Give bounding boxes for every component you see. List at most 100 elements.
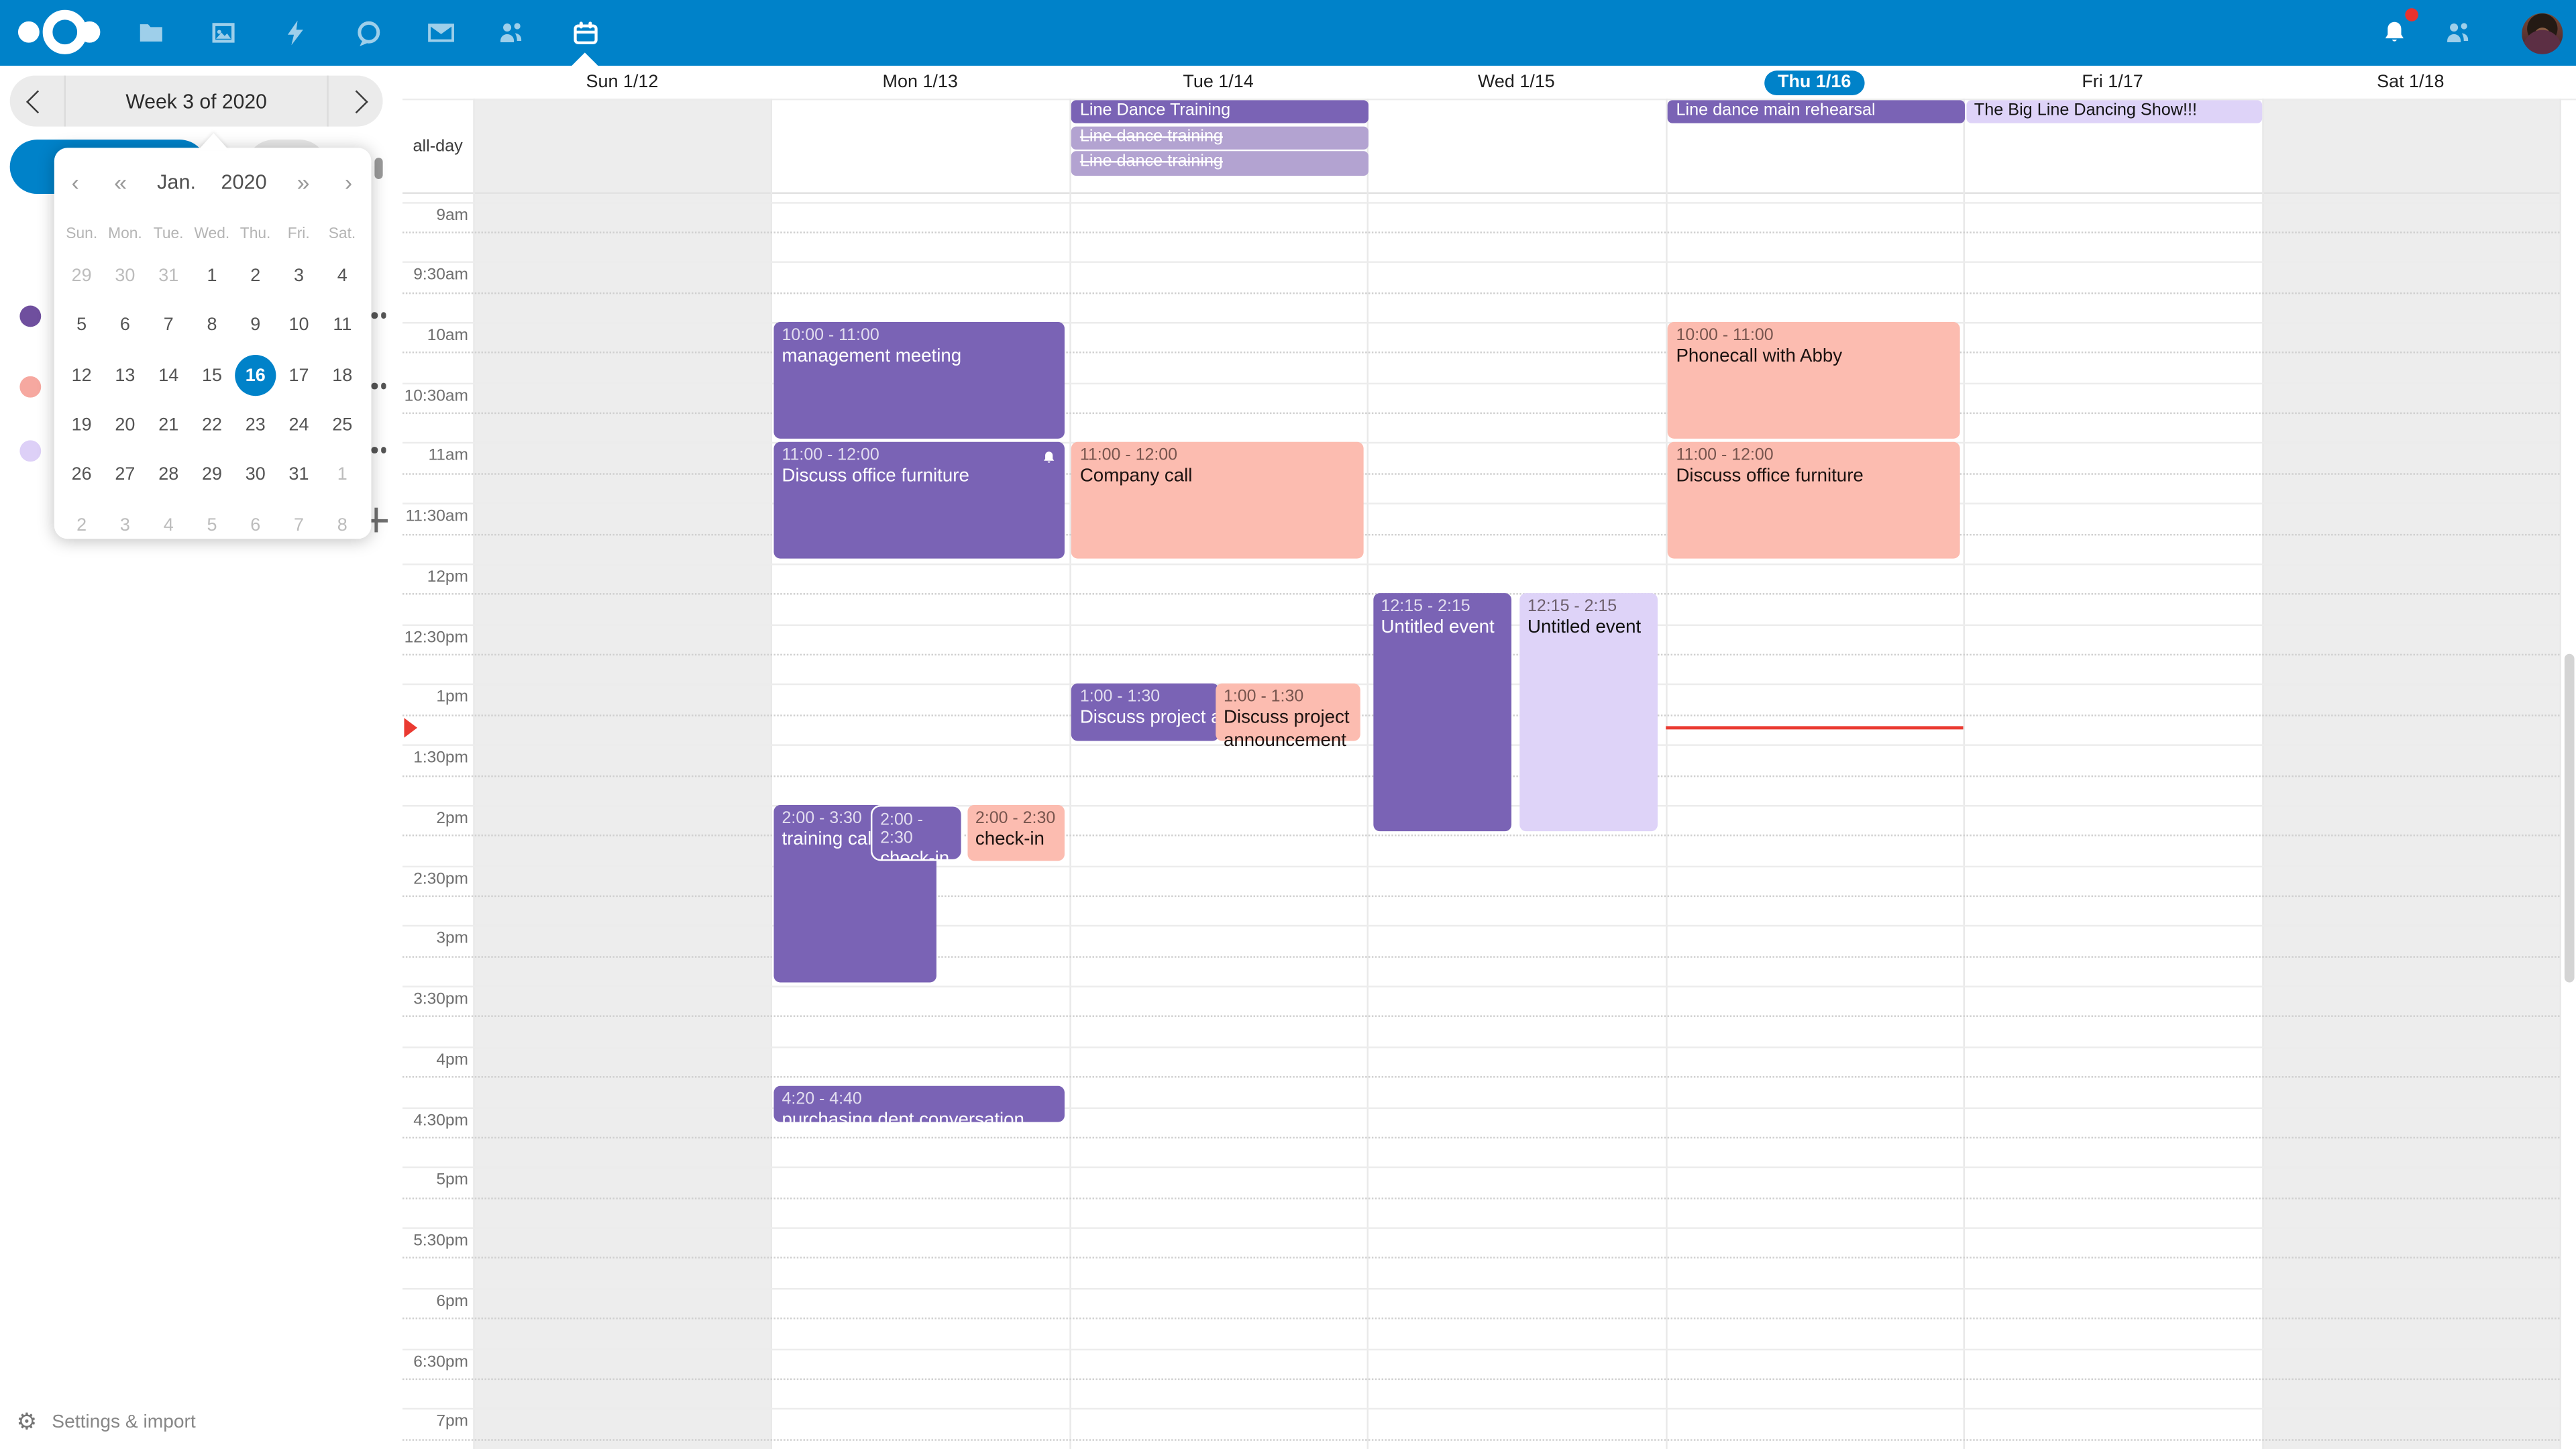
date-cell[interactable]: 23 — [245, 415, 266, 436]
date-cell[interactable]: 12 — [71, 366, 92, 386]
allday-event[interactable]: Line Dance Training — [1071, 100, 1368, 124]
calendar-event[interactable]: 12:15 - 2:15 Untitled event — [1373, 593, 1512, 831]
date-cell[interactable]: 14 — [158, 366, 179, 386]
date-cell[interactable]: 9 — [250, 316, 261, 336]
app-mail-mail-icon[interactable] — [421, 13, 460, 53]
gridline-hour — [402, 261, 2560, 264]
date-cell[interactable]: 6 — [119, 316, 130, 336]
calendar-actions-menu-icon[interactable] — [371, 382, 387, 389]
date-cell[interactable]: 7 — [294, 515, 305, 535]
date-cell[interactable]: 26 — [71, 465, 92, 486]
date-cell[interactable]: 18 — [332, 366, 353, 386]
date-cell[interactable]: 17 — [288, 366, 309, 386]
date-cell[interactable]: 19 — [71, 415, 92, 436]
add-calendar-plus-icon[interactable] — [363, 507, 388, 533]
grid-scrollbar-thumb[interactable] — [2564, 653, 2575, 983]
date-cell[interactable]: 10 — [288, 316, 309, 336]
allday-event[interactable]: Line dance training — [1071, 125, 1368, 150]
month-select[interactable]: Jan. — [157, 170, 197, 194]
previous-year-button[interactable]: « — [114, 169, 127, 196]
next-year-button[interactable]: » — [297, 169, 310, 196]
calendar-actions-menu-icon[interactable] — [371, 312, 387, 319]
date-cell[interactable]: 11 — [333, 316, 352, 336]
calendar-event[interactable]: 10:00 - 11:00 Phonecall with Abby — [1668, 321, 1960, 439]
date-cell[interactable]: 1 — [207, 266, 217, 286]
date-cell[interactable]: 8 — [207, 316, 217, 336]
date-cell[interactable]: 29 — [201, 465, 222, 486]
date-cell[interactable]: 6 — [250, 515, 261, 535]
date-cell[interactable]: 13 — [115, 366, 136, 386]
allday-event[interactable]: Line dance training — [1071, 152, 1368, 176]
date-cell[interactable]: 5 — [76, 316, 87, 336]
calendar-event[interactable]: 4:20 - 4:40 purchasing dept conversation — [773, 1086, 1065, 1123]
contacts-menu-icon[interactable] — [2440, 13, 2479, 53]
sidebar-scrollbar-thumb[interactable] — [374, 158, 382, 179]
date-cell[interactable]: 2 — [76, 515, 87, 535]
event-title: Untitled event — [1527, 618, 1642, 638]
date-cell[interactable]: 24 — [288, 415, 309, 436]
date-cell[interactable]: 27 — [115, 465, 136, 486]
allday-event[interactable]: The Big Line Dancing Show!!! — [1966, 100, 2263, 124]
allday-event[interactable]: Line dance main rehearsal — [1668, 100, 1965, 124]
time-axis-label: 9am — [436, 206, 468, 225]
time-axis-label: 9:30am — [413, 266, 468, 285]
date-cell[interactable]: 29 — [71, 266, 92, 286]
date-cell[interactable]: 30 — [115, 266, 136, 286]
calendar-list-item[interactable] — [0, 437, 402, 486]
calendar-event[interactable]: 12:15 - 2:15 Untitled event — [1519, 593, 1659, 831]
date-cell[interactable]: 31 — [288, 465, 309, 486]
weekend-column-shade — [2261, 98, 2560, 1449]
date-cell[interactable]: 31 — [158, 266, 179, 286]
previous-month-button[interactable]: ‹ — [71, 169, 79, 196]
next-week-button[interactable] — [329, 89, 383, 113]
date-cell[interactable]: 7 — [163, 316, 174, 336]
week-range-label[interactable]: Week 3 of 2020 — [125, 89, 267, 113]
calendar-event[interactable]: 11:00 - 12:00 Company call — [1071, 442, 1364, 559]
app-calendar-calendar-icon[interactable] — [565, 13, 604, 53]
app-files-folder-icon[interactable] — [131, 13, 171, 53]
time-axis-label: 5pm — [436, 1171, 468, 1190]
date-picker-nav: ‹ « Jan. 2020 » › — [66, 161, 357, 204]
previous-week-button[interactable] — [10, 89, 64, 113]
date-cell[interactable]: 20 — [115, 415, 136, 436]
calendar-event[interactable]: 10:00 - 11:00 management meeting — [773, 321, 1065, 439]
column-separator — [1069, 98, 1071, 1449]
app-photos-photos-icon[interactable] — [204, 13, 244, 53]
event-title: Discuss office furniture — [782, 467, 969, 488]
date-cell[interactable]: 1 — [337, 465, 347, 486]
date-cell[interactable]: 8 — [337, 515, 347, 535]
calendar-event[interactable]: 11:00 - 12:00 Discuss office furniture — [773, 442, 1065, 559]
calendar-list-item[interactable] — [0, 373, 402, 422]
date-cell[interactable]: 15 — [201, 366, 222, 386]
calendar-event[interactable]: 11:00 - 12:00 Discuss office furniture — [1668, 442, 1960, 559]
date-cell[interactable]: 3 — [119, 515, 130, 535]
event-time: 2:00 - 2:30 — [975, 810, 1056, 828]
next-month-button[interactable]: › — [344, 169, 353, 196]
notifications-bell-icon[interactable] — [2374, 8, 2418, 53]
date-cell[interactable]: 30 — [245, 465, 266, 486]
date-cell[interactable]: 4 — [337, 266, 347, 286]
app-talk-talk-icon[interactable] — [348, 13, 388, 53]
date-cell[interactable]: 4 — [163, 515, 174, 535]
date-cell[interactable]: 25 — [332, 415, 353, 436]
calendar-event[interactable]: 2:00 - 2:30 check-in — [870, 804, 963, 861]
user-avatar[interactable] — [2522, 13, 2563, 54]
date-cell[interactable]: 21 — [158, 415, 179, 436]
date-cell[interactable]: 16 — [233, 351, 277, 400]
calendar-event[interactable]: 2:00 - 2:30 check-in — [967, 804, 1065, 861]
nextcloud-logo-icon[interactable] — [17, 9, 101, 56]
app-activity-bolt-icon[interactable] — [276, 13, 315, 53]
gridline-quarter — [402, 291, 2560, 294]
date-cell[interactable]: 28 — [158, 465, 179, 486]
app-contacts-contacts-icon[interactable] — [493, 13, 533, 53]
date-cell[interactable]: 22 — [201, 415, 222, 436]
calendar-list-item[interactable] — [0, 303, 402, 352]
settings-import-button[interactable]: ⚙ Settings & import — [16, 1405, 378, 1441]
calendar-actions-menu-icon[interactable] — [371, 447, 387, 453]
date-cell[interactable]: 5 — [207, 515, 217, 535]
date-cell[interactable]: 2 — [250, 266, 261, 286]
year-select[interactable]: 2020 — [221, 170, 267, 194]
date-cell[interactable]: 3 — [294, 266, 305, 286]
